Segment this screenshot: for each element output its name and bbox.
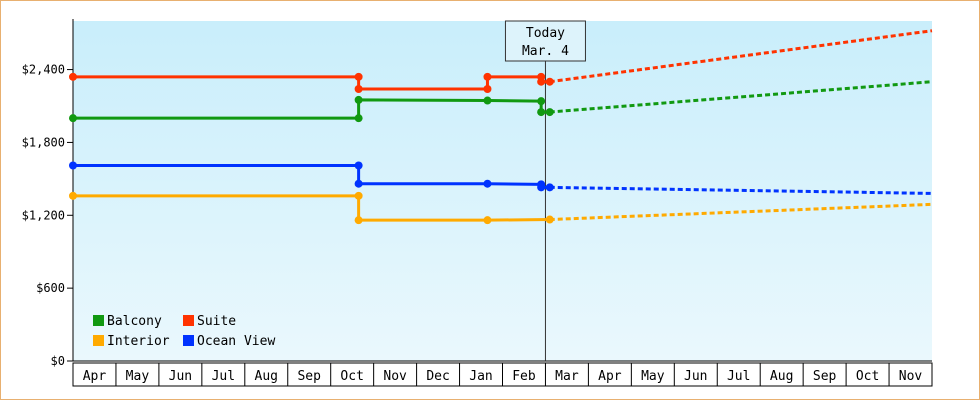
point-balcony [354, 95, 363, 104]
y-tick-label: $0 [51, 354, 65, 368]
month-label: Apr [598, 369, 622, 384]
month-label: Jan [469, 369, 492, 384]
month-label: Sep [297, 369, 321, 384]
month-label: Nov [383, 369, 407, 384]
month-label: Apr [83, 369, 107, 384]
y-tick-label: $1,800 [22, 135, 65, 149]
month-label: Feb [512, 369, 536, 384]
month-label: Oct [340, 369, 363, 384]
month-label: Jul [212, 369, 235, 384]
point-balcony [537, 108, 546, 117]
today-label: Today [526, 26, 565, 41]
point-ocean-view [69, 161, 77, 170]
point-suite [354, 72, 363, 81]
month-label: Sep [813, 369, 837, 384]
legend: Balcony Suite Interior Ocean View [93, 314, 275, 349]
month-label: Jul [727, 369, 750, 384]
month-label: Jun [169, 369, 192, 384]
month-label: May [126, 369, 150, 384]
point-balcony [483, 96, 492, 105]
month-label: Aug [770, 369, 793, 384]
point-interior [483, 216, 492, 225]
point-suite [483, 72, 492, 81]
point-suite [69, 72, 77, 81]
point-balcony [69, 114, 77, 123]
plot-area [73, 21, 932, 361]
y-tick-label: $2,400 [22, 63, 65, 77]
series-markers [69, 72, 554, 225]
point-balcony [545, 108, 554, 117]
point-ocean-view [545, 183, 554, 192]
legend-swatch-interior [93, 335, 104, 346]
point-ocean-view [354, 161, 363, 170]
legend-swatch-balcony [93, 315, 104, 326]
month-label: May [641, 369, 665, 384]
point-interior [354, 216, 363, 225]
today-date: Mar. 4 [522, 44, 569, 59]
y-tick-label: $600 [36, 281, 65, 295]
point-suite [483, 85, 492, 93]
legend-label-interior: Interior [107, 334, 170, 349]
legend-label-ocean-view: Ocean View [197, 334, 275, 349]
month-label: Aug [255, 369, 278, 384]
y-axis: $0 $600 $1,200 $1,800 $2,400 [22, 19, 74, 368]
legend-label-balcony: Balcony [107, 314, 162, 329]
y-tick-label: $1,200 [22, 208, 65, 222]
point-interior [69, 191, 77, 200]
point-suite [354, 85, 363, 93]
legend-label-suite: Suite [197, 314, 236, 329]
month-label: Jun [684, 369, 707, 384]
point-ocean-view [483, 179, 492, 188]
legend-swatch-suite [183, 315, 194, 326]
point-interior [354, 191, 363, 200]
month-label: Dec [426, 369, 449, 384]
point-balcony [354, 114, 363, 123]
month-label: Nov [899, 369, 923, 384]
point-interior [545, 215, 554, 224]
point-balcony [537, 97, 546, 106]
month-label: Oct [856, 369, 879, 384]
point-ocean-view [354, 179, 363, 188]
x-axis: Apr May Jun Jul Aug Sep Oct Nov Dec Jan Feb Mar Apr M… [72, 360, 933, 387]
series-suite-forecast [549, 29, 933, 84]
point-suite [537, 77, 546, 86]
point-ocean-view [537, 183, 546, 192]
month-label: Mar [555, 369, 579, 384]
today-box [504, 20, 586, 62]
today-marker: Today Mar. 4 [504, 20, 586, 361]
legend-swatch-ocean-view [183, 335, 194, 346]
point-suite [545, 77, 554, 86]
